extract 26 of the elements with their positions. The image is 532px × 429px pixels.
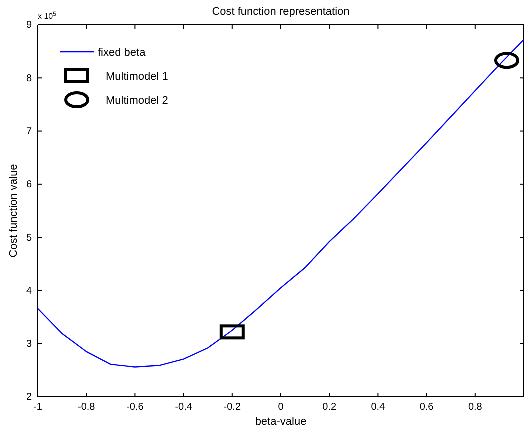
chart-title: Cost function representation xyxy=(212,6,350,18)
x-tick-label: -1 xyxy=(34,402,43,414)
x-tick-label: 0.4 xyxy=(371,402,386,414)
x-axis-title: beta-value xyxy=(255,416,307,428)
legend-label: fixed beta xyxy=(98,47,147,59)
x-tick-label: -0.4 xyxy=(175,402,193,414)
legend-label: Multimodel 1 xyxy=(106,71,168,83)
y-tick-label: 2 xyxy=(26,392,32,404)
text: x 10$^{5}$ xyxy=(38,11,58,21)
x-tick-label: 0.2 xyxy=(322,402,337,414)
x-tick-label: 0.8 xyxy=(468,402,483,414)
x-tick-label: -0.8 xyxy=(78,402,96,414)
y-tick-label: 9 xyxy=(26,20,32,32)
legend-label: Multimodel 2 xyxy=(106,95,168,107)
y-tick-label: 6 xyxy=(26,180,32,191)
y-tick-label: 5 xyxy=(26,232,32,244)
y-tick-label: 7 xyxy=(26,126,32,138)
line-series xyxy=(37,39,525,368)
x-tick-label: 0 xyxy=(278,402,284,414)
x-tick-label: -0.6 xyxy=(126,402,144,414)
x-tick-label: 0.6 xyxy=(420,402,434,414)
x-tick-label: -0.2 xyxy=(224,402,242,414)
y-tick-label: 3 xyxy=(26,339,32,350)
y-axis-title: Cost function value xyxy=(8,164,20,258)
y-tick-label: 8 xyxy=(26,73,32,84)
y-tick-label: 4 xyxy=(26,286,32,297)
